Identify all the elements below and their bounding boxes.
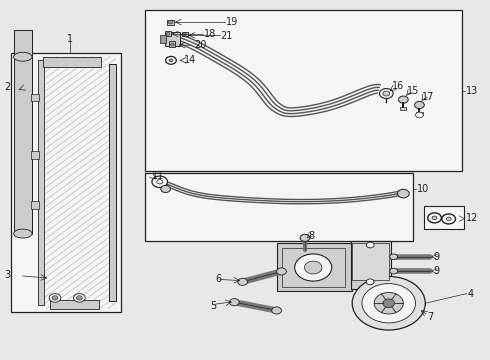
Circle shape: [416, 112, 423, 118]
Circle shape: [183, 33, 187, 36]
Circle shape: [168, 20, 173, 24]
Text: 5: 5: [210, 301, 216, 311]
Bar: [170, 41, 175, 47]
Bar: [30, 152, 39, 158]
Circle shape: [432, 216, 437, 220]
Text: 7: 7: [427, 312, 433, 322]
Circle shape: [166, 32, 170, 35]
Circle shape: [229, 298, 239, 306]
Circle shape: [272, 307, 282, 314]
Circle shape: [238, 278, 247, 285]
Bar: [50, 300, 99, 309]
Circle shape: [362, 284, 416, 323]
Text: 2: 2: [4, 82, 10, 92]
Circle shape: [157, 180, 163, 184]
Text: 21: 21: [220, 31, 233, 41]
Bar: [30, 94, 39, 102]
Circle shape: [166, 57, 176, 64]
Text: 4: 4: [467, 289, 474, 299]
Bar: [165, 32, 180, 46]
Circle shape: [76, 296, 82, 300]
Text: 16: 16: [392, 81, 404, 91]
Circle shape: [169, 59, 173, 62]
Circle shape: [152, 176, 168, 188]
Bar: [145, 10, 462, 171]
Circle shape: [367, 279, 374, 285]
Bar: [277, 243, 352, 291]
Circle shape: [442, 214, 456, 224]
Bar: [182, 32, 188, 36]
Text: 3: 3: [4, 270, 10, 280]
Text: 19: 19: [225, 17, 238, 27]
Bar: [109, 64, 116, 301]
Text: 20: 20: [194, 40, 206, 50]
Circle shape: [304, 261, 322, 274]
Ellipse shape: [14, 52, 32, 61]
Circle shape: [428, 213, 441, 223]
Circle shape: [398, 96, 408, 103]
Circle shape: [74, 294, 85, 302]
Text: 11: 11: [151, 171, 164, 181]
Text: 8: 8: [308, 231, 315, 242]
Circle shape: [161, 185, 171, 193]
Circle shape: [383, 91, 390, 96]
Text: 9: 9: [434, 266, 440, 276]
Text: 9: 9: [434, 252, 440, 262]
Bar: [167, 19, 174, 24]
Text: 17: 17: [422, 92, 435, 102]
Circle shape: [49, 294, 61, 302]
Circle shape: [294, 254, 332, 281]
Bar: [43, 57, 101, 67]
Bar: [160, 35, 166, 43]
Circle shape: [367, 242, 374, 248]
Bar: [30, 202, 39, 208]
Bar: [11, 53, 121, 312]
Bar: [14, 30, 32, 234]
Bar: [165, 31, 172, 36]
Bar: [282, 248, 345, 287]
Text: 14: 14: [184, 55, 196, 65]
Circle shape: [390, 254, 397, 260]
Bar: [352, 243, 389, 280]
Circle shape: [52, 296, 58, 300]
Text: 18: 18: [203, 29, 216, 39]
Circle shape: [352, 276, 425, 330]
Circle shape: [446, 217, 451, 221]
Circle shape: [390, 268, 397, 274]
Text: 12: 12: [466, 213, 478, 223]
Circle shape: [374, 293, 403, 314]
Circle shape: [397, 189, 409, 198]
Ellipse shape: [14, 229, 32, 238]
Bar: [38, 60, 44, 305]
Circle shape: [383, 299, 394, 307]
Circle shape: [415, 102, 424, 109]
Circle shape: [277, 268, 286, 275]
Bar: [145, 173, 413, 241]
Text: 6: 6: [216, 274, 222, 284]
Bar: [400, 107, 406, 110]
Text: 13: 13: [466, 86, 478, 96]
Text: 15: 15: [407, 86, 419, 96]
Text: 10: 10: [416, 184, 429, 194]
Bar: [416, 112, 423, 115]
Circle shape: [379, 89, 393, 99]
Polygon shape: [351, 241, 391, 289]
Circle shape: [171, 43, 174, 46]
Text: 1: 1: [67, 34, 73, 44]
Bar: [424, 206, 464, 229]
Circle shape: [300, 234, 310, 242]
